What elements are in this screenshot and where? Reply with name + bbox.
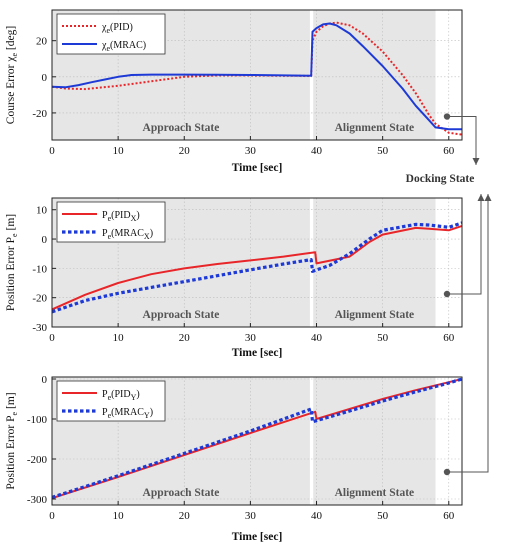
x-tick-label: 50	[377, 332, 389, 344]
x-tick-label: 20	[179, 145, 191, 157]
y-tick-label: -100	[27, 414, 48, 426]
state-region	[313, 377, 436, 505]
x-tick-label: 30	[245, 510, 257, 522]
legend: Pe(PIDX) Pe(MRACX)	[56, 201, 166, 243]
x-tick-label: 60	[443, 510, 455, 522]
state-label: Alignment State	[335, 122, 415, 134]
legend-label: Pe(PIDX)	[102, 210, 140, 223]
x-tick-label: 40	[311, 510, 323, 522]
y-axis-label: Position Error Pe [m]	[5, 392, 19, 489]
series-line-mrac	[51, 22, 462, 131]
y-tick-label: 10	[36, 205, 48, 217]
x-tick-label: 10	[113, 510, 125, 522]
legend: χe(PID) χe(MRAC)	[56, 13, 166, 55]
x-tick-label: 10	[113, 145, 125, 157]
annotation-connector	[447, 194, 482, 295]
series-line-mrac	[51, 221, 463, 314]
annotation-connector	[447, 194, 489, 473]
x-tick-label: 50	[377, 510, 389, 522]
legend-label: χe(MRAC)	[101, 40, 146, 53]
axes-frame	[51, 197, 463, 328]
y-tick-label: -300	[27, 494, 48, 506]
x-tick-label: 60	[443, 145, 455, 157]
annotation-arrowhead	[477, 194, 485, 201]
legend-label: Pe(MRACY)	[102, 407, 153, 420]
x-axis-label: Time [sec]	[232, 162, 283, 174]
y-tick-label: 0	[42, 234, 48, 246]
x-tick-label: 0	[49, 332, 55, 344]
y-tick-label: 0	[42, 72, 48, 84]
chart-panel-2: Approach State Alignment State 0 10 20 30 40 50…	[5, 197, 463, 359]
legend-label: Pe(MRACX)	[102, 228, 153, 241]
y-tick-label: -30	[32, 322, 47, 334]
y-tick-label: -200	[27, 454, 48, 466]
legend-label: Pe(PIDY)	[102, 389, 140, 402]
series-line-pid	[51, 224, 463, 311]
x-tick-label: 60	[443, 332, 455, 344]
chart-panel-1: Approach State Alignment State 0 10 20 30 40 50…	[5, 9, 463, 174]
x-axis-label: Time [sec]	[232, 531, 283, 543]
x-tick-label: 30	[245, 145, 257, 157]
docking-state-annotation: Docking State	[406, 116, 492, 473]
y-axis-label: Position Error Pe [m]	[5, 214, 19, 311]
series-line-pid	[51, 21, 463, 136]
axes-frame	[51, 9, 463, 141]
annotation-arrowhead	[472, 158, 480, 165]
x-tick-label: 0	[49, 145, 55, 157]
x-tick-label: 10	[113, 332, 125, 344]
y-tick-label: -20	[32, 293, 47, 305]
legend: Pe(PIDY) Pe(MRACY)	[56, 380, 166, 422]
state-label: Approach State	[143, 122, 220, 134]
x-tick-label: 20	[179, 510, 191, 522]
legend-box	[56, 380, 166, 422]
chart-panel-3: Approach State Alignment State 0 10 20 30 40 50…	[5, 374, 463, 543]
x-tick-label: 50	[377, 145, 389, 157]
x-tick-label: 0	[49, 510, 55, 522]
x-axis-label: Time [sec]	[232, 347, 283, 359]
x-tick-label: 40	[311, 332, 323, 344]
y-tick-label: -10	[32, 263, 47, 275]
state-label: Approach State	[143, 309, 220, 321]
x-tick-label: 40	[311, 145, 323, 157]
x-tick-label: 20	[179, 332, 191, 344]
annotation-arrowhead	[484, 194, 492, 201]
series-line-mrac	[51, 377, 463, 499]
x-tick-label: 30	[245, 332, 257, 344]
y-tick-label: 20	[36, 36, 48, 48]
y-axis-label: Course Error χe [deg]	[5, 26, 19, 124]
legend-label: χe(PID)	[101, 22, 133, 35]
legend-box	[56, 13, 166, 55]
state-region	[313, 198, 436, 327]
state-label: Alignment State	[335, 487, 415, 499]
legend-box	[56, 201, 166, 243]
state-label: Alignment State	[335, 309, 415, 321]
annotation-connector	[447, 116, 477, 165]
state-region	[313, 10, 436, 140]
docking-state-label: Docking State	[406, 173, 475, 185]
state-label: Approach State	[143, 487, 220, 499]
y-tick-label: -20	[32, 108, 47, 120]
axes-frame	[51, 376, 463, 506]
y-tick-label: 0	[42, 374, 48, 386]
